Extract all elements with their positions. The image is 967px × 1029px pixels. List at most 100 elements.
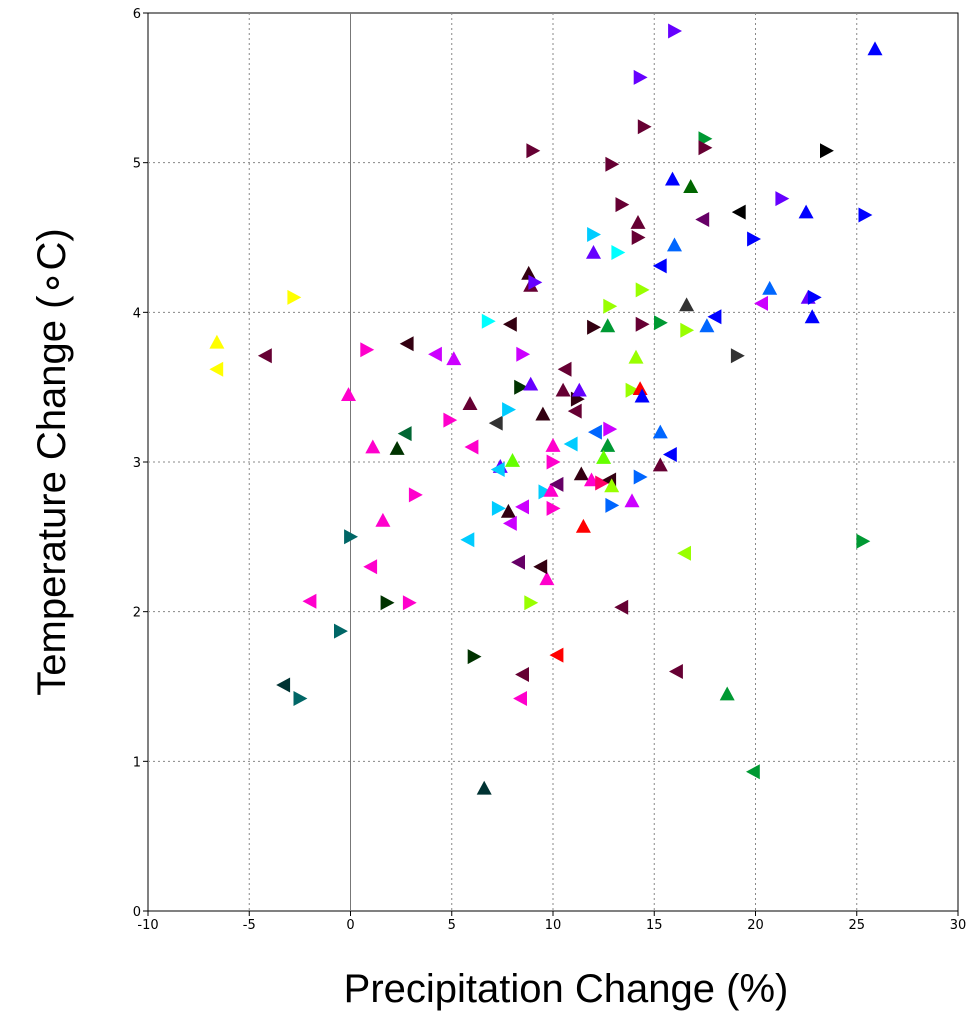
data-point — [747, 231, 761, 247]
data-point — [363, 559, 378, 575]
x-tick-label: -5 — [243, 918, 256, 933]
data-point — [698, 140, 713, 156]
x-tick-label: 20 — [747, 918, 764, 933]
data-point — [605, 156, 620, 172]
data-point — [699, 318, 715, 333]
data-point — [365, 439, 381, 454]
data-point — [632, 381, 648, 395]
data-point — [731, 204, 746, 220]
data-point — [516, 346, 531, 362]
data-point — [586, 245, 601, 259]
data-point — [521, 265, 537, 280]
data-point — [633, 469, 648, 485]
data-point — [573, 466, 589, 481]
y-tick-label: 1 — [133, 755, 141, 770]
data-point — [625, 382, 640, 398]
data-point — [546, 500, 561, 516]
data-point — [595, 475, 610, 491]
x-tick-label: 15 — [646, 918, 663, 933]
data-point — [652, 424, 668, 439]
data-point — [856, 533, 871, 549]
data-point — [276, 677, 291, 693]
data-point — [634, 388, 650, 403]
data-point — [209, 361, 224, 377]
data-point — [603, 298, 618, 314]
data-point — [635, 316, 650, 332]
y-tick-label: 4 — [133, 306, 141, 321]
data-point — [677, 545, 691, 561]
data-point — [567, 403, 582, 419]
data-point — [515, 499, 529, 515]
data-point — [528, 274, 543, 290]
data-point — [804, 309, 820, 324]
data-point — [652, 258, 667, 274]
x-axis-title: Precipitation Change (%) — [344, 967, 789, 1011]
data-point — [476, 780, 492, 795]
data-point — [663, 447, 677, 462]
y-axis-title: Temperature Change (∘C) — [30, 228, 74, 695]
data-point — [611, 245, 626, 260]
data-point — [605, 497, 620, 513]
x-tick-label: -10 — [137, 918, 158, 933]
y-tick-label: 6 — [133, 7, 141, 22]
data-point — [633, 69, 648, 85]
data-point — [754, 295, 768, 311]
data-point — [408, 487, 423, 503]
data-points — [209, 23, 883, 795]
data-point — [600, 438, 616, 452]
data-point — [635, 282, 650, 298]
y-axis-ticks: 0 1 2 3 4 5 6 — [133, 7, 148, 920]
data-point — [820, 143, 834, 159]
data-point — [603, 421, 618, 437]
data-point — [669, 664, 683, 679]
data-point — [588, 424, 602, 440]
data-point — [511, 554, 525, 570]
data-point — [524, 595, 539, 611]
data-point — [389, 441, 405, 455]
data-point — [807, 289, 822, 305]
data-point — [571, 382, 587, 397]
data-point — [334, 623, 348, 639]
data-point — [628, 349, 644, 364]
data-point — [505, 453, 520, 467]
y-tick-label: 5 — [133, 157, 141, 172]
data-point — [515, 667, 529, 682]
data-point — [535, 406, 551, 421]
x-tick-label: 30 — [950, 918, 967, 933]
data-point — [719, 686, 735, 701]
data-point — [399, 336, 414, 352]
data-point — [680, 322, 695, 338]
data-point — [514, 379, 529, 395]
data-point — [341, 387, 356, 401]
data-point — [614, 599, 629, 615]
data-point — [543, 482, 559, 497]
data-point — [549, 476, 564, 492]
data-point — [637, 119, 652, 135]
data-point — [679, 297, 695, 312]
data-point — [654, 315, 668, 331]
data-point — [428, 346, 442, 362]
data-point — [490, 462, 505, 477]
data-point — [746, 764, 760, 780]
data-point — [488, 415, 503, 431]
data-point — [462, 396, 478, 410]
data-point — [293, 691, 308, 706]
x-tick-label: 25 — [848, 918, 865, 933]
data-point — [402, 595, 417, 611]
data-point — [557, 361, 572, 377]
data-point — [503, 515, 517, 531]
data-point — [460, 532, 475, 548]
y-tick-label: 2 — [133, 606, 141, 621]
x-tick-label: 0 — [346, 918, 354, 933]
x-axis-ticks: -10 -5 0 5 10 15 20 25 30 — [137, 911, 966, 933]
data-point — [545, 438, 561, 452]
data-point — [867, 41, 883, 56]
data-point — [730, 348, 745, 364]
data-point — [539, 571, 555, 586]
data-point — [302, 593, 317, 609]
data-point — [538, 484, 553, 500]
data-point — [596, 450, 612, 464]
data-point — [555, 382, 571, 397]
data-point — [631, 230, 646, 245]
